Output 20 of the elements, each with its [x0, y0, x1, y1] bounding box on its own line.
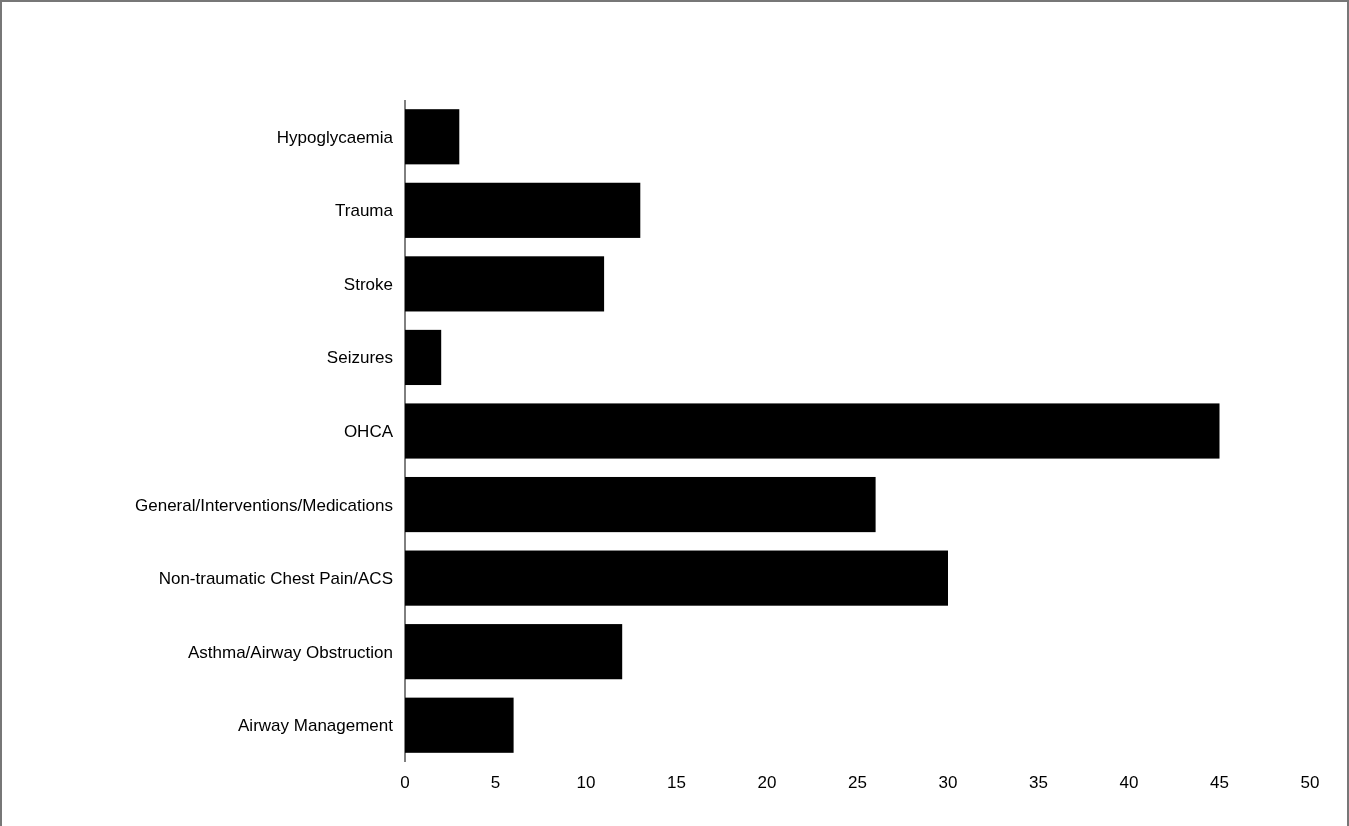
x-tick-label: 35 — [1029, 773, 1048, 792]
x-tick-label: 25 — [848, 773, 867, 792]
y-tick-label: Airway Management — [238, 716, 394, 736]
x-tick-label: 30 — [938, 773, 958, 792]
y-tick-label: Seizures — [326, 348, 393, 368]
y-tick-label: Hypoglycaemia — [276, 127, 394, 147]
y-tick-label: Non-traumatic Chest Pain/ACS — [158, 569, 393, 589]
x-tick-label: 40 — [1119, 773, 1139, 792]
y-tick-label: Asthma/Airway Obstruction — [187, 642, 393, 662]
x-tick-label: 10 — [576, 773, 596, 792]
y-tick-label: General/Interventions/Medications — [135, 495, 393, 515]
y-tick-label: Trauma — [335, 201, 394, 221]
x-tick-label: 5 — [490, 773, 501, 792]
y-tick-label: Stroke — [343, 274, 393, 294]
x-tick-label: 15 — [667, 773, 686, 792]
y-tick-label: OHCA — [343, 421, 394, 441]
x-tick-label: 0 — [400, 773, 410, 792]
x-tick-label: 50 — [1300, 773, 1320, 792]
x-tick-label: 45 — [1210, 773, 1229, 792]
x-tick-label: 20 — [757, 773, 777, 792]
